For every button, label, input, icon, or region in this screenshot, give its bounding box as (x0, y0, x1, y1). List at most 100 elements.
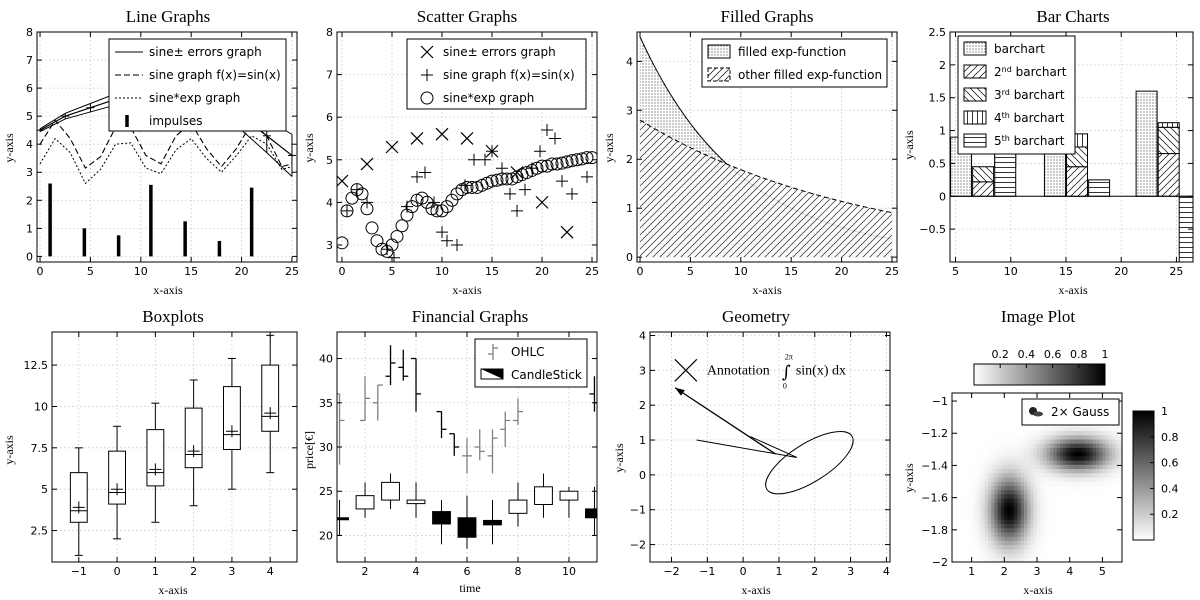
heatmap-cell (1001, 545, 1005, 550)
heatmap-cell (1033, 540, 1038, 546)
heatmap-cell (1001, 473, 1005, 479)
heatmap-cell (1066, 557, 1071, 563)
heatmap-cell (971, 540, 976, 546)
heatmap-cell (1089, 494, 1094, 500)
marker-plus (549, 132, 561, 145)
heatmap-cell (994, 481, 999, 487)
legend-entry: 2× Gauss (1051, 405, 1109, 419)
heatmap-cell (1017, 431, 1022, 436)
heatmap-cell (1102, 557, 1107, 563)
heatmap-cell (958, 532, 963, 538)
heatmap-cell (994, 405, 999, 411)
heatmap-cell (1004, 540, 1009, 546)
heatmap-cell (1082, 439, 1087, 445)
heatmap-cell (1072, 485, 1077, 491)
heatmap-cell (1118, 401, 1123, 407)
heatmap-cell (1102, 435, 1107, 441)
heatmap-cell (1053, 477, 1058, 483)
bar (1135, 90, 1158, 197)
heatmap-cell (981, 447, 986, 453)
heatmap-cell (1059, 435, 1064, 441)
heatmap-cell (1017, 490, 1022, 495)
heatmap-cell (961, 397, 966, 403)
heatmap-cell (1115, 460, 1120, 466)
y-tick-label: 1 (26, 222, 33, 235)
heatmap-cell (1066, 464, 1071, 470)
heatmap-cell (987, 536, 992, 542)
heatmap-cell (1112, 540, 1117, 546)
heatmap-cell (1017, 414, 1022, 419)
heatmap-cell (1082, 528, 1087, 534)
heatmap-cell (1092, 490, 1097, 495)
heatmap-cell (1089, 540, 1094, 546)
heatmap-cell (1089, 545, 1094, 550)
heatmap-cell (1053, 473, 1058, 479)
heatmap-cell (965, 519, 969, 525)
heatmap-cell (1040, 477, 1045, 483)
heatmap-cell (1102, 426, 1107, 432)
heatmap-cell (1066, 460, 1071, 466)
heatmap-cell (1095, 511, 1100, 517)
heatmap-cell (971, 439, 976, 445)
heatmap-cell (1095, 528, 1100, 534)
heatmap-cell (1059, 507, 1064, 512)
heatmap-cell (965, 494, 969, 500)
heatmap-cell (1017, 469, 1022, 474)
polyline-shape (696, 436, 798, 458)
heatmap-cell (981, 498, 986, 504)
heatmap-cell (1072, 557, 1077, 563)
heatmap-cell (965, 523, 969, 529)
y-tick-label: 30 (319, 441, 333, 454)
heatmap-cell (1017, 553, 1022, 559)
heatmap-cell (1010, 545, 1015, 550)
heatmap-cell (955, 447, 960, 453)
heatmap-cell (1043, 511, 1048, 517)
heatmap-cell (984, 515, 989, 521)
heatmap-cell (997, 452, 1002, 457)
heatmap-cell (1043, 435, 1048, 441)
heatmap-cell (1030, 536, 1035, 542)
heatmap-cell (1010, 490, 1015, 495)
heatmap-cell (1004, 431, 1009, 436)
heatmap-cell (1059, 464, 1064, 470)
heatmap-cell (1043, 460, 1048, 466)
legend-swatch (707, 44, 731, 59)
heatmap-cell (1079, 460, 1084, 466)
heatmap-cell (1010, 469, 1015, 474)
heatmap-cell (952, 553, 956, 559)
heatmap-cell (978, 519, 983, 525)
heatmap-cell (971, 401, 976, 407)
heatmap-cell (1099, 498, 1103, 504)
heatmap-cell (974, 523, 979, 529)
heatmap-cell (958, 494, 963, 500)
heatmap-cell (974, 494, 979, 500)
heatmap-cell (991, 485, 996, 491)
heatmap-cell (1086, 502, 1090, 508)
heatmap-cell (997, 490, 1002, 495)
heatmap-cell (974, 515, 979, 521)
heatmap-cell (974, 426, 979, 432)
heatmap-cell (978, 469, 983, 474)
heatmap-cell (981, 435, 986, 441)
heatmap-cell (955, 401, 960, 407)
heatmap-cell (1007, 511, 1012, 517)
heatmap-cell (1099, 393, 1103, 398)
y-tick-label: 2 (26, 194, 33, 207)
heatmap-cell (991, 439, 996, 445)
legend-entry: 3rd barchart (994, 88, 1065, 102)
heatmap-cell (971, 405, 976, 411)
heatmap-cell (1043, 507, 1048, 512)
heatmap-cell (1112, 528, 1117, 534)
heatmap-cell (1037, 515, 1041, 521)
heatmap-cell (1092, 456, 1097, 462)
heatmap-cell (1092, 515, 1097, 521)
heatmap-cell (1020, 431, 1025, 436)
heatmap-cell (1112, 490, 1117, 495)
y-tick-label: −1 (630, 504, 646, 517)
heatmap-cell (1099, 557, 1103, 563)
heatmap-cell (1037, 456, 1041, 462)
heatmap-cell (971, 422, 976, 428)
heatmap-cell (1079, 456, 1084, 462)
heatmap-cell (1072, 536, 1077, 542)
heatmap-cell (952, 464, 956, 470)
